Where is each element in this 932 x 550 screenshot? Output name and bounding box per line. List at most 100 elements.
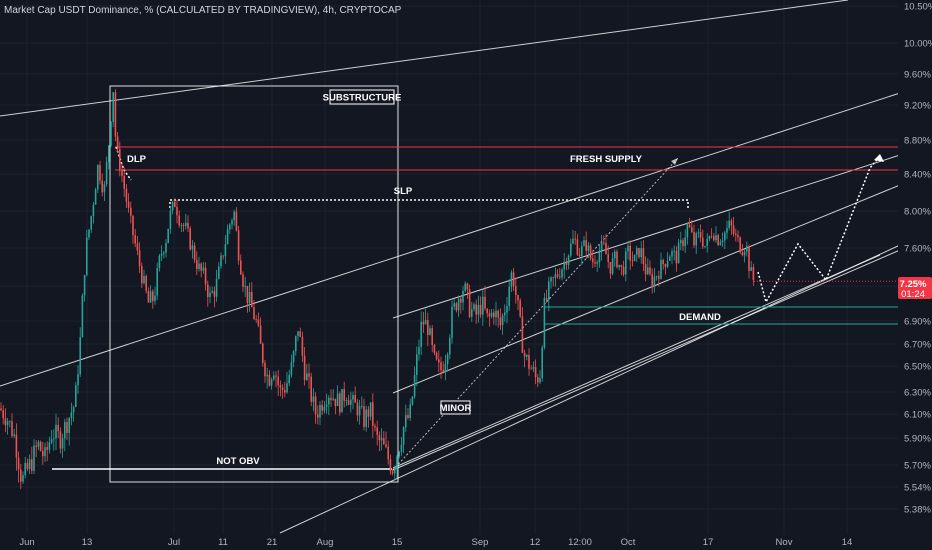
candle-body [99, 165, 101, 181]
candle-body [231, 220, 233, 225]
candle-body [292, 351, 295, 363]
candle-body [125, 188, 128, 202]
x-tick-label: Aug [317, 537, 334, 548]
candle-body [13, 434, 15, 437]
substructure-box[interactable] [109, 85, 399, 483]
candle-body [356, 402, 359, 416]
y-tick-label: 7.60% [904, 244, 931, 255]
candle-body [39, 441, 42, 451]
candle-body [50, 439, 53, 443]
candle-body [728, 220, 730, 229]
candles [0, 89, 898, 490]
x-tick-label: Oct [621, 537, 636, 548]
candle-body [149, 291, 152, 303]
candle-body [418, 346, 420, 355]
candle-body [578, 254, 581, 256]
candle-body [391, 471, 394, 474]
candle-body [176, 206, 178, 216]
candle-body [567, 255, 570, 265]
candle-body [31, 459, 33, 471]
minor-channel-lower[interactable] [392, 184, 901, 394]
candle-body [526, 355, 528, 357]
candle-body [132, 215, 134, 236]
candle-body [323, 406, 326, 411]
candle-body [207, 284, 209, 298]
candle-body [442, 369, 444, 372]
candle-body [746, 246, 748, 252]
price-axis-background [898, 0, 932, 534]
forecast-path[interactable] [757, 155, 881, 304]
candle-body [548, 281, 550, 300]
candle-body [163, 252, 165, 254]
candle-body [402, 427, 405, 445]
candle-body [686, 224, 689, 238]
candle-body [552, 277, 554, 279]
price-axis[interactable]: 10.50% 10.00% 9.60% 9.20% 8.80% 8.40% 8.00% 7.6… [898, 0, 932, 534]
minor-channel-upper[interactable] [392, 154, 901, 319]
projection-line[interactable] [392, 157, 679, 471]
candle-body [629, 245, 631, 261]
support-line[interactable] [392, 254, 881, 469]
candle-body [253, 307, 255, 320]
candle-body [651, 273, 653, 288]
candle-body [499, 317, 502, 326]
candle-body [314, 396, 317, 415]
candle-body [710, 236, 713, 237]
candle-body [739, 237, 741, 253]
candle-body [367, 409, 370, 417]
candle-body [504, 312, 506, 316]
candle-body [26, 462, 29, 470]
candle-body [178, 215, 180, 226]
y-tick-label: 5.90% [904, 434, 931, 445]
time-axis[interactable]: Jun 13 Jul 11 21 Aug 15 Sep 12 12:00 Oct 17 Nov 14 [0, 534, 932, 550]
support-line[interactable] [392, 249, 901, 471]
candle-body [275, 375, 277, 377]
candle-body [752, 267, 755, 281]
candle-body [460, 298, 462, 303]
forecast-arrowhead [874, 154, 884, 162]
candle-body [33, 445, 35, 471]
candle-body [539, 378, 541, 383]
candle-body [141, 266, 143, 284]
candle-body [532, 367, 535, 369]
y-tick-label: 8.40% [904, 170, 931, 181]
candle-body [563, 261, 565, 270]
candle-body [182, 224, 185, 226]
candle-body [658, 276, 660, 279]
candle-body [636, 248, 638, 255]
candle-body [35, 445, 37, 447]
candle-body [482, 296, 484, 315]
candle-body [88, 229, 90, 238]
candle-body [110, 121, 112, 146]
candle-body [222, 255, 224, 257]
candle-body [90, 216, 92, 230]
candle-body [130, 207, 132, 216]
candle-body [97, 165, 99, 190]
candle-body [297, 331, 299, 337]
candle-body [732, 225, 735, 234]
candle-body [79, 337, 81, 375]
candle-body [6, 421, 9, 426]
price-tag-countdown: 01:24 [901, 289, 925, 300]
candle-body [387, 446, 389, 460]
channel-line[interactable] [279, 244, 901, 534]
candle-body [603, 242, 605, 244]
candle-body [193, 245, 196, 261]
candle-body [114, 92, 117, 137]
y-tick-label: 8.00% [904, 207, 931, 218]
candle-body [534, 367, 537, 378]
candle-body [622, 266, 625, 275]
candle-body [614, 251, 616, 259]
candle-body [218, 266, 220, 279]
candle-body [462, 290, 464, 303]
slp-label: SLP [394, 186, 413, 197]
channel-line[interactable] [0, 92, 901, 387]
candle-body [240, 260, 242, 275]
channel-line[interactable] [0, 0, 849, 117]
candle-body [431, 328, 433, 345]
slp-line[interactable] [169, 199, 689, 210]
candle-body [394, 469, 396, 474]
candle-body [259, 325, 262, 344]
